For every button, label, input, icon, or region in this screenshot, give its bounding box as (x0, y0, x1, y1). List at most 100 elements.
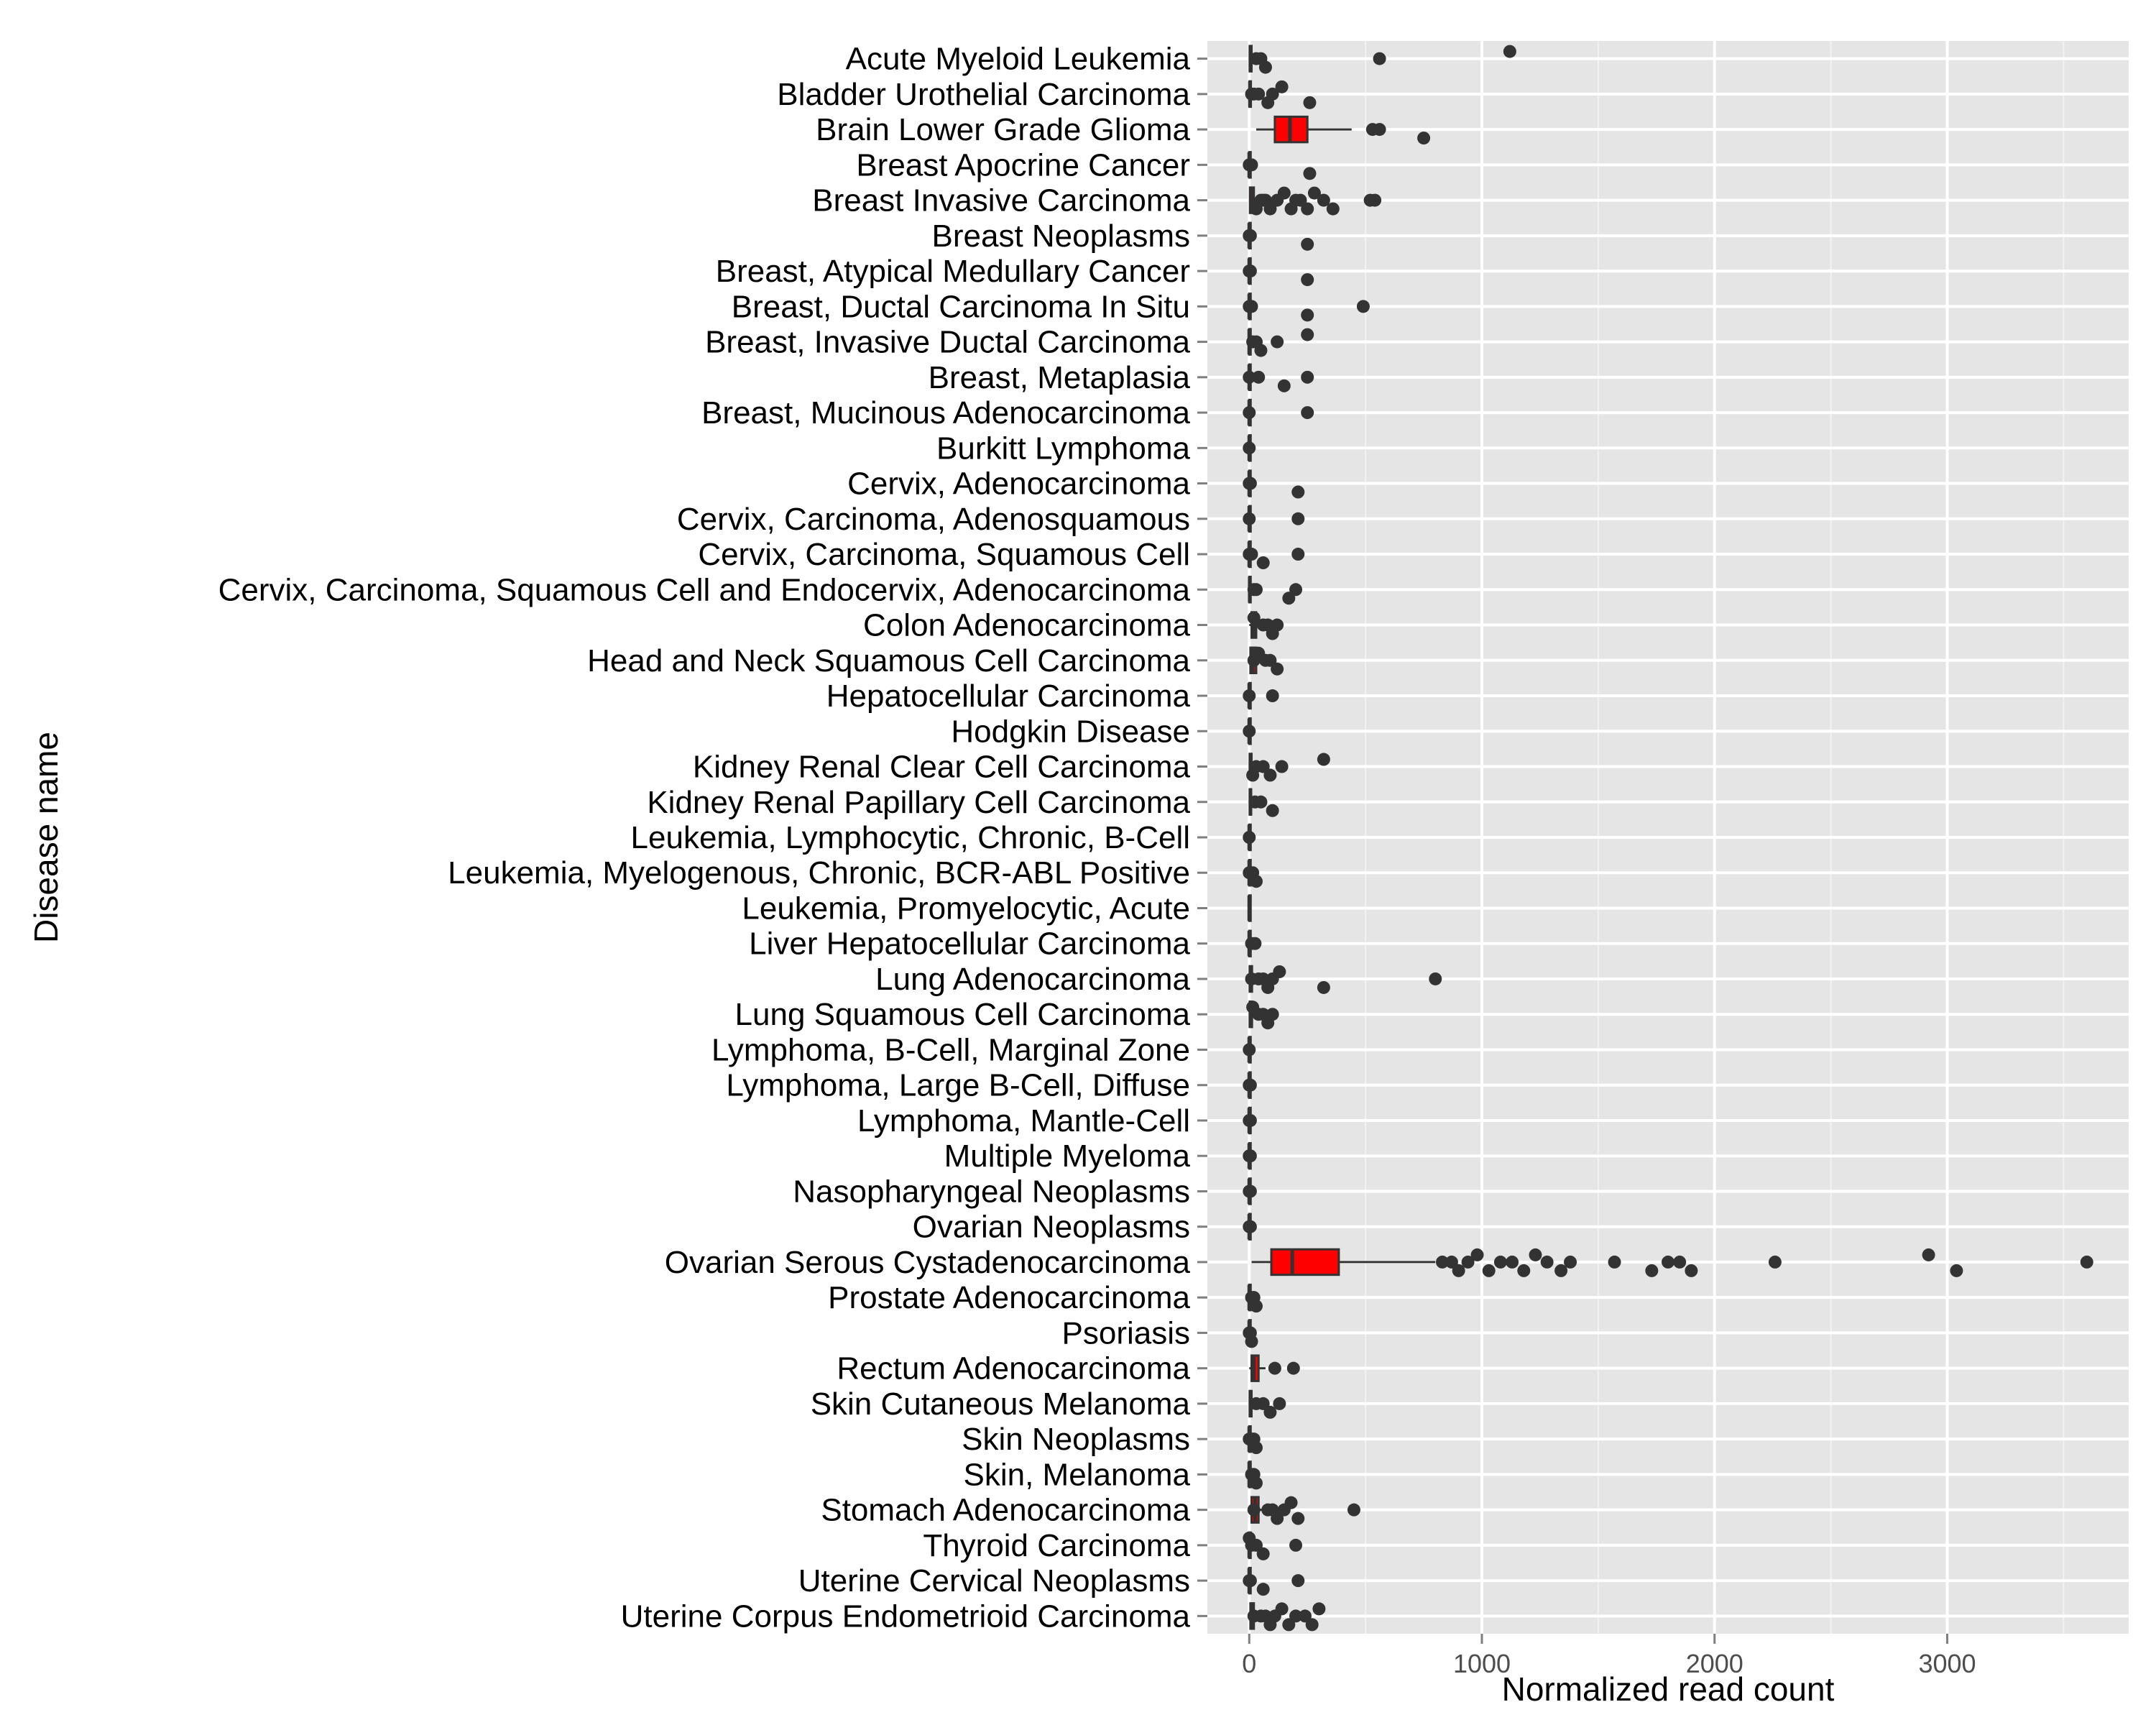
box-45 (1247, 1602, 1326, 1632)
box-9 (1246, 328, 1314, 357)
outlier-point (1247, 1609, 1261, 1623)
outlier-point (1301, 308, 1314, 322)
outlier-point (1258, 60, 1272, 74)
outlier-point (1243, 477, 1257, 490)
outlier-point (1768, 1255, 1782, 1269)
outlier-point (1268, 1361, 1281, 1375)
outlier-point (1326, 202, 1340, 216)
box-16 (1247, 576, 1303, 605)
outlier-point (1256, 556, 1270, 570)
outlier-point (1307, 186, 1321, 200)
outlier-point (1303, 96, 1317, 109)
outlier-point (1317, 753, 1330, 766)
outlier-point (1289, 1609, 1303, 1623)
y-tick-label: Brain Lower Grade Glioma (816, 112, 1190, 147)
outlier-point (1289, 1538, 1303, 1552)
box-22 (1248, 788, 1279, 817)
outlier-point (1503, 45, 1516, 58)
outlier-point (1243, 370, 1256, 384)
y-tick-label: Breast Apocrine Cancer (856, 147, 1190, 183)
y-tick-label: Lymphoma, Large B-Cell, Diffuse (726, 1068, 1190, 1103)
outlier-point (1275, 80, 1289, 93)
outlier-point (1243, 264, 1257, 278)
outlier-point (1347, 1503, 1360, 1517)
box-1 (1248, 45, 1516, 74)
outlier-point (1445, 1255, 1458, 1269)
box-37 (1243, 1319, 1258, 1348)
box-42 (1247, 1496, 1360, 1525)
outlier-point (1271, 1512, 1284, 1525)
outlier-point (1271, 662, 1284, 676)
outlier-point (1291, 1574, 1305, 1588)
y-tick-label: Multiple Myeloma (944, 1138, 1191, 1174)
outlier-point (1266, 87, 1279, 101)
outlier-point (1452, 1264, 1465, 1277)
outlier-point (1289, 583, 1303, 597)
outlier-point (1294, 193, 1307, 207)
box-8 (1243, 293, 1370, 322)
outlier-point (1303, 167, 1317, 180)
box-11 (1243, 398, 1314, 427)
outlier-point (1291, 1512, 1305, 1525)
box-15 (1243, 540, 1305, 570)
box-29 (1243, 1036, 1256, 1064)
outlier-point (1673, 1255, 1687, 1269)
outlier-point (1286, 1361, 1300, 1375)
box-35 (1251, 1248, 2093, 1277)
box-39 (1248, 1389, 1286, 1419)
outlier-point (1243, 1149, 1257, 1163)
box-25 (1247, 894, 1252, 922)
outlier-point (1540, 1255, 1554, 1269)
y-tick-label: Ovarian Neoplasms (913, 1210, 1190, 1245)
y-axis-title: Disease name (27, 732, 65, 943)
y-tick-label: Skin Cutaneous Melanoma (811, 1386, 1191, 1422)
outlier-point (1301, 370, 1314, 384)
x-tick-label: 1000 (1453, 1649, 1511, 1678)
outlier-point (1305, 1618, 1319, 1632)
outlier-point (1243, 1043, 1256, 1057)
outlier-point (1243, 512, 1256, 525)
y-tick-label: Leukemia, Lymphocytic, Chronic, B-Cell (631, 820, 1190, 855)
y-tick-label: Psoriasis (1062, 1315, 1191, 1351)
outlier-point (1554, 1264, 1568, 1277)
box-24 (1243, 859, 1263, 888)
y-tick-label: Bladder Urothelial Carcinoma (777, 77, 1190, 112)
outlier-point (1247, 611, 1261, 625)
outlier-point (1249, 1441, 1263, 1455)
y-tick-label: Breast, Metaplasia (929, 360, 1191, 395)
outlier-point (1417, 132, 1431, 145)
outlier-point (1263, 202, 1277, 216)
outlier-point (1529, 1248, 1542, 1261)
outlier-point (1266, 804, 1279, 817)
outlier-point (1301, 237, 1314, 251)
y-tick-label: Stomach Adenocarcinoma (821, 1493, 1190, 1528)
box-38 (1249, 1354, 1300, 1382)
outlier-point (1245, 972, 1258, 985)
outlier-point (1429, 972, 1442, 985)
outlier-point (1243, 724, 1256, 738)
outlier-point (1266, 1008, 1279, 1021)
outlier-point (1662, 1255, 1674, 1269)
y-tick-label: Uterine Cervical Neoplasms (798, 1563, 1190, 1598)
y-tick-label: Ovarian Serous Cystadenocarcinoma (665, 1245, 1191, 1280)
outlier-point (1271, 335, 1284, 349)
outlier-point (1248, 937, 1262, 950)
box-14 (1243, 505, 1305, 533)
y-tick-label: Colon Adenocarcinoma (863, 608, 1190, 643)
box-10 (1243, 363, 1314, 392)
box-26 (1245, 929, 1262, 957)
y-tick-label: Kidney Renal Clear Cell Carcinoma (693, 750, 1191, 785)
outlier-point (1277, 379, 1291, 392)
outlier-point (1249, 583, 1263, 597)
box-13 (1243, 469, 1305, 499)
outlier-point (1301, 328, 1314, 341)
outlier-point (1317, 980, 1330, 994)
outlier-point (1301, 406, 1314, 420)
x-tick-label: 2000 (1686, 1649, 1743, 1678)
y-tick-label: Skin, Melanoma (964, 1457, 1191, 1492)
y-tick-label: Rectum Adenocarcinoma (837, 1351, 1190, 1386)
box-33 (1243, 1177, 1257, 1205)
outlier-point (1273, 1397, 1286, 1410)
outlier-point (1245, 87, 1258, 101)
y-tick-label: Lymphoma, Mantle-Cell (857, 1103, 1190, 1138)
